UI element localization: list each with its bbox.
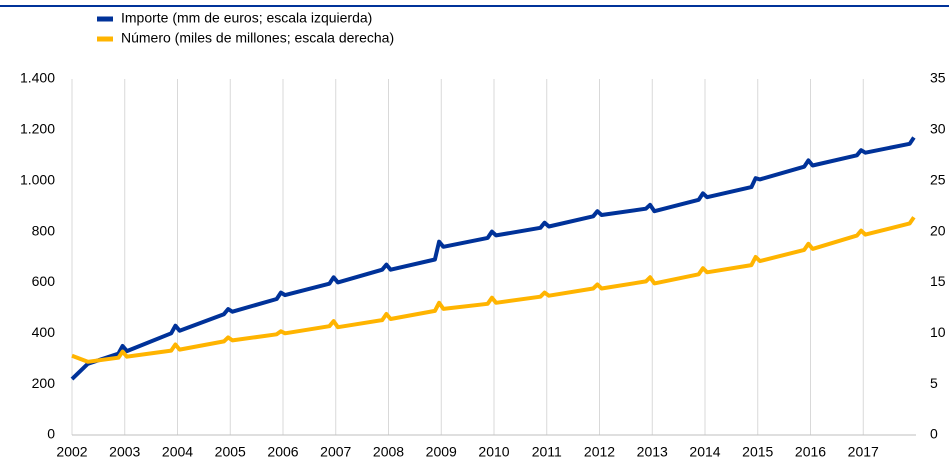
y-tick-label: 800	[32, 222, 56, 238]
x-tick-label: 2013	[637, 444, 668, 460]
y2-tick-label: 10	[930, 324, 946, 340]
x-tick-label: 2012	[584, 444, 615, 460]
y-tick-label: 600	[32, 273, 56, 289]
y-tick-label: 400	[32, 324, 56, 340]
x-tick-label: 2014	[689, 444, 720, 460]
x-tick-label: 2011	[532, 444, 562, 460]
x-tick-label: 2007	[320, 444, 351, 460]
y-tick-label: 200	[32, 375, 56, 391]
series-line	[70, 136, 916, 381]
y2-tick-label: 30	[930, 121, 946, 137]
y2-tick-label: 35	[930, 70, 946, 86]
x-tick-label: 2004	[162, 444, 193, 460]
x-tick-label: 2006	[267, 444, 298, 460]
y2-tick-label: 5	[930, 375, 938, 391]
y-tick-label: 0	[47, 426, 55, 442]
x-tick-label: 2010	[478, 444, 509, 460]
series-line	[71, 216, 916, 364]
x-tick-label: 2009	[426, 444, 457, 460]
y2-tick-label: 25	[930, 171, 946, 187]
legend-label: Número (miles de millones; escala derech…	[121, 30, 394, 46]
y-tick-label: 1.400	[20, 70, 55, 86]
x-tick-label: 2016	[795, 444, 826, 460]
y-tick-label: 1.000	[20, 171, 55, 187]
y-tick-label: 1.200	[20, 121, 55, 137]
y2-tick-label: 20	[930, 222, 946, 238]
x-tick-label: 2005	[215, 444, 246, 460]
legend-label: Importe (mm de euros; escala izquierda)	[121, 10, 372, 26]
y2-tick-label: 15	[930, 273, 946, 289]
y2-tick-label: 0	[930, 426, 938, 442]
x-tick-label: 2017	[848, 444, 879, 460]
x-tick-label: 2003	[109, 444, 140, 460]
x-tick-label: 2002	[56, 444, 87, 460]
x-tick-label: 2008	[373, 444, 404, 460]
x-tick-label: 2015	[742, 444, 773, 460]
